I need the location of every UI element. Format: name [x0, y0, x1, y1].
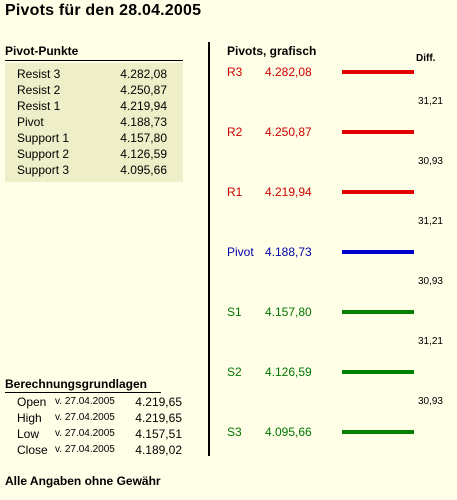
pivot-points-heading: Pivot-Punkte — [5, 44, 79, 58]
level-line-pivot — [342, 250, 414, 254]
calc-row-label: Close — [17, 443, 48, 457]
vertical-divider — [208, 42, 210, 456]
level-value-r3: 4.282,08 — [265, 65, 312, 79]
diff-value: 31,21 — [417, 336, 443, 347]
level-line-s1 — [342, 310, 414, 314]
page-title: Pivots für den 28.04.2005 — [5, 2, 202, 19]
calc-row-date: v. 27.04.2005 — [55, 428, 115, 439]
level-label-pivot: Pivot — [227, 245, 254, 259]
calc-row-label: Low — [17, 427, 40, 441]
level-value-s2: 4.126,59 — [265, 365, 312, 379]
pivot-row-resist-3: Resist 3 4.282,08 — [17, 66, 177, 82]
diff-value: 30,93 — [417, 396, 443, 407]
pivot-points-table: Resist 3 4.282,08 Resist 2 4.250,87 Resi… — [5, 63, 183, 182]
calc-row-date: v. 27.04.2005 — [55, 444, 115, 455]
pivot-row-value: 4.250,87 — [120, 83, 167, 97]
calc-row-value: 4.189,02 — [135, 443, 182, 457]
diff-value: 31,21 — [417, 96, 443, 107]
pivot-row-value: 4.188,73 — [120, 115, 167, 129]
pivot-row-support-2: Support 2 4.126,59 — [17, 146, 177, 162]
pivot-row-support-1: Support 1 4.157,80 — [17, 130, 177, 146]
calc-row-value: 4.157,51 — [135, 427, 182, 441]
calculation-basis-heading: Berechnungsgrundlagen — [5, 377, 148, 391]
diff-value: 31,21 — [417, 216, 443, 227]
level-value-r1: 4.219,94 — [265, 185, 312, 199]
pivot-row-label: Resist 2 — [17, 83, 61, 97]
calc-row-high: High v. 27.04.2005 4.219,65 — [17, 410, 187, 426]
calc-row-close: Close v. 27.04.2005 4.189,02 — [17, 442, 187, 458]
pivot-row-value: 4.157,80 — [120, 131, 167, 145]
level-line-r1 — [342, 190, 414, 194]
calc-row-date: v. 27.04.2005 — [55, 412, 115, 423]
diff-value: 30,93 — [417, 156, 443, 167]
pivot-row-value: 4.095,66 — [120, 163, 167, 177]
pivot-row-value: 4.219,94 — [120, 99, 167, 113]
level-value-pivot: 4.188,73 — [265, 245, 312, 259]
pivot-row-label: Resist 3 — [17, 67, 61, 81]
pivots-graphic-heading: Pivots, grafisch — [227, 44, 317, 58]
pivot-row-support-3: Support 3 4.095,66 — [17, 162, 177, 178]
pivot-row-label: Resist 1 — [17, 99, 61, 113]
pivot-row-value: 4.282,08 — [120, 67, 167, 81]
level-value-s1: 4.157,80 — [265, 305, 312, 319]
pivot-row-resist-2: Resist 2 4.250,87 — [17, 82, 177, 98]
pivot-row-label: Support 3 — [17, 163, 70, 177]
pivot-row-label: Support 2 — [17, 147, 70, 161]
level-value-r2: 4.250,87 — [265, 125, 312, 139]
disclaimer: Alle Angaben ohne Gewähr — [5, 474, 161, 488]
level-line-r3 — [342, 70, 414, 74]
calc-row-open: Open v. 27.04.2005 4.219,65 — [17, 394, 187, 410]
diff-value: 30,93 — [417, 276, 443, 287]
level-label-r2: R2 — [227, 125, 243, 139]
pivot-row-value: 4.126,59 — [120, 147, 167, 161]
calc-row-date: v. 27.04.2005 — [55, 396, 115, 407]
calc-row-value: 4.219,65 — [135, 395, 182, 409]
level-line-s3 — [342, 430, 414, 434]
pivot-row-pivot: Pivot 4.188,73 — [17, 114, 177, 130]
pivot-row-label: Pivot — [17, 115, 44, 129]
level-label-r3: R3 — [227, 65, 243, 79]
calc-row-value: 4.219,65 — [135, 411, 182, 425]
pivot-row-resist-1: Resist 1 4.219,94 — [17, 98, 177, 114]
level-label-s2: S2 — [227, 365, 242, 379]
calculation-basis-divider — [5, 392, 161, 393]
pivot-row-label: Support 1 — [17, 131, 70, 145]
level-label-s3: S3 — [227, 425, 242, 439]
calc-row-low: Low v. 27.04.2005 4.157,51 — [17, 426, 187, 442]
calc-row-label: High — [17, 411, 42, 425]
calc-row-label: Open — [17, 395, 47, 409]
level-label-r1: R1 — [227, 185, 243, 199]
pivot-points-divider — [5, 60, 183, 61]
level-label-s1: S1 — [227, 305, 242, 319]
level-line-r2 — [342, 130, 414, 134]
level-value-s3: 4.095,66 — [265, 425, 312, 439]
level-line-s2 — [342, 370, 414, 374]
diff-heading: Diff. — [416, 53, 436, 64]
